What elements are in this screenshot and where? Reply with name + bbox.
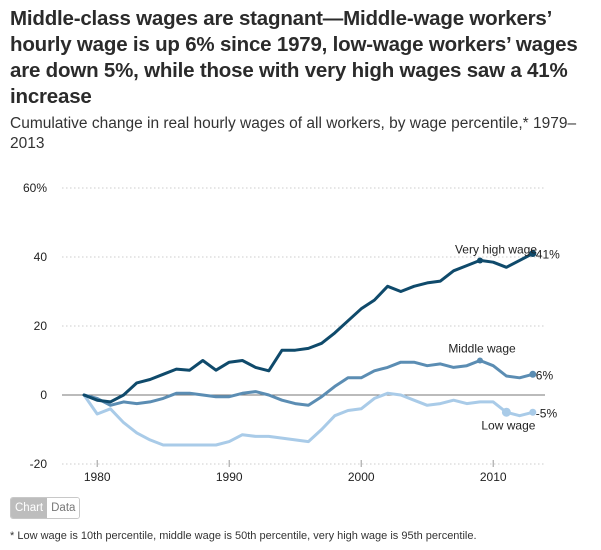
x-tick-label: 1990 — [216, 470, 243, 484]
y-axis-ticks: -20 0 20 40 60% — [23, 181, 47, 471]
x-tick-label: 2010 — [480, 470, 507, 484]
end-point-marker — [529, 250, 537, 258]
series-line-low-wage — [82, 391, 535, 447]
y-tick-label: 0 — [40, 388, 47, 402]
grid-lines — [62, 187, 545, 465]
end-value-label: 6% — [536, 368, 554, 382]
series-labels: -5% 6% 41%Very high wage Middle wage Low wag… — [448, 242, 560, 432]
end-value-label: -5% — [536, 406, 558, 420]
annotation-marker — [477, 357, 483, 364]
end-point-marker — [529, 370, 537, 378]
footnote: * Low wage is 10th percentile, middle wa… — [10, 530, 477, 542]
series-line-middle-wage — [82, 359, 535, 407]
annotation-marker — [501, 407, 511, 417]
series-label-low-wage: Low wage — [481, 418, 535, 432]
series-label-very-high-wage: Very high wage — [455, 242, 537, 256]
series-line-very-high-wage — [82, 252, 535, 404]
end-value-label: 41% — [536, 248, 560, 262]
y-tick-label: 20 — [34, 319, 48, 333]
series-lines — [82, 250, 537, 447]
y-tick-label: -20 — [30, 457, 48, 471]
chart-subtitle: Cumulative change in real hourly wages o… — [10, 115, 577, 152]
x-tick-label: 2000 — [348, 470, 375, 484]
data-tab[interactable]: Data — [47, 498, 80, 518]
x-axis-ticks: 1980 1990 2000 2010 — [84, 460, 507, 484]
chart-tab[interactable]: Chart — [11, 498, 48, 518]
y-tick-label: 60% — [23, 181, 47, 195]
view-toggle: Chart Data — [10, 497, 81, 519]
series-label-middle-wage: Middle wage — [448, 342, 516, 356]
x-tick-label: 1980 — [84, 470, 111, 484]
annotation-marker — [477, 257, 483, 264]
end-point-marker — [529, 408, 537, 416]
line-chart: -20 0 20 40 60% 1980 1990 2000 2010 -5% 6% 41%Ver… — [23, 181, 560, 484]
chart-title: Middle-class wages are stagnant—Middle-w… — [10, 7, 578, 108]
y-tick-label: 40 — [34, 250, 48, 264]
